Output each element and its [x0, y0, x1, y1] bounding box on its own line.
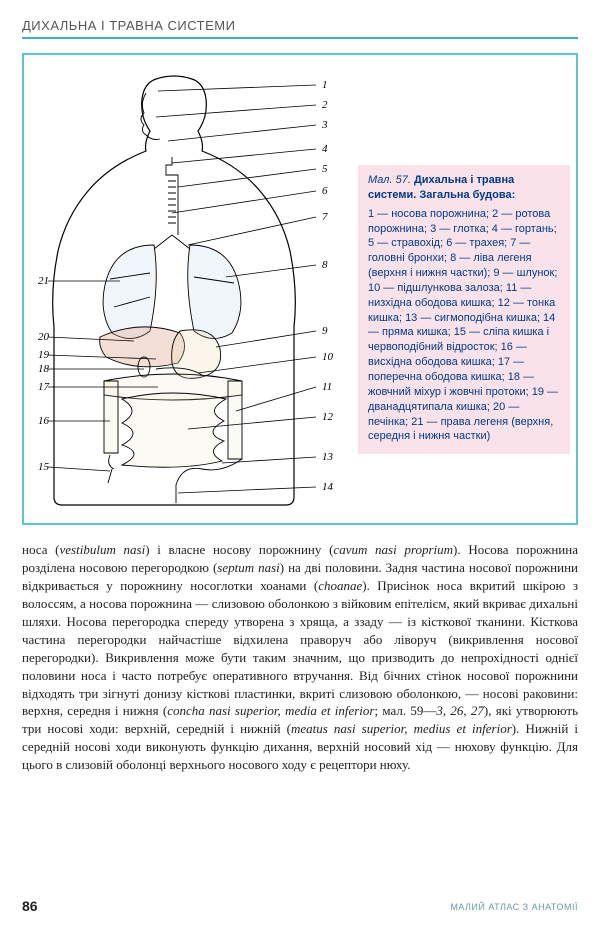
label-9: 9 — [322, 325, 328, 337]
text-run: ; мал. 59— — [374, 703, 436, 718]
text-run: ). Присінок носа вкритий шкірою з волосс… — [22, 578, 578, 719]
label-16: 16 — [38, 415, 50, 427]
label-15: 15 — [38, 461, 50, 473]
label-7: 7 — [322, 211, 328, 223]
label-5: 5 — [322, 163, 328, 175]
anatomy-diagram: 1 2 3 4 5 6 7 8 9 10 11 12 13 14 15 16 1… — [38, 69, 348, 513]
body-paragraph: носа (vestibulum nasi) і власне носову п… — [22, 541, 578, 774]
label-6: 6 — [322, 185, 328, 197]
label-10: 10 — [322, 351, 334, 363]
latin-term: 3, 26, 27 — [436, 703, 484, 718]
caption-title: Мал. 57. Дихальна і травна системи. Зага… — [368, 173, 560, 203]
latin-term: vestibulum nasi — [60, 542, 146, 557]
latin-term: septum nasi — [217, 560, 279, 575]
label-19: 19 — [38, 349, 50, 361]
label-3: 3 — [321, 119, 328, 131]
label-11: 11 — [322, 381, 332, 393]
text-run: носа ( — [22, 542, 60, 557]
figure-57: 1 2 3 4 5 6 7 8 9 10 11 12 13 14 15 16 1… — [22, 53, 578, 525]
label-12: 12 — [322, 411, 334, 423]
label-18: 18 — [38, 363, 50, 375]
latin-term: cavum nasi proprium — [333, 542, 453, 557]
label-13: 13 — [322, 451, 334, 463]
latin-term: meatus nasi superior, medius et inferior — [291, 721, 512, 736]
label-21: 21 — [38, 275, 49, 287]
label-4: 4 — [322, 143, 328, 155]
label-8: 8 — [322, 259, 328, 271]
label-2: 2 — [322, 99, 328, 111]
caption-prefix: Мал. 57. — [368, 174, 411, 186]
latin-term: choanae — [318, 578, 362, 593]
label-17: 17 — [38, 381, 50, 393]
figure-caption: Мал. 57. Дихальна і травна системи. Зага… — [358, 165, 570, 454]
text-run: ) і власне носову порожнину ( — [145, 542, 333, 557]
caption-legend: 1 — носова порожнина; 2 — ротова порожни… — [368, 207, 560, 445]
latin-term: concha nasi superior, media et inferior — [167, 703, 374, 718]
footer-title: МАЛИЙ АТЛАС З АНАТОМІЇ — [450, 902, 578, 912]
label-20: 20 — [38, 331, 50, 343]
label-1: 1 — [322, 79, 328, 91]
section-header: ДИХАЛЬНА І ТРАВНА СИСТЕМИ — [22, 18, 578, 39]
label-14: 14 — [322, 481, 334, 493]
page-number: 86 — [22, 898, 38, 914]
